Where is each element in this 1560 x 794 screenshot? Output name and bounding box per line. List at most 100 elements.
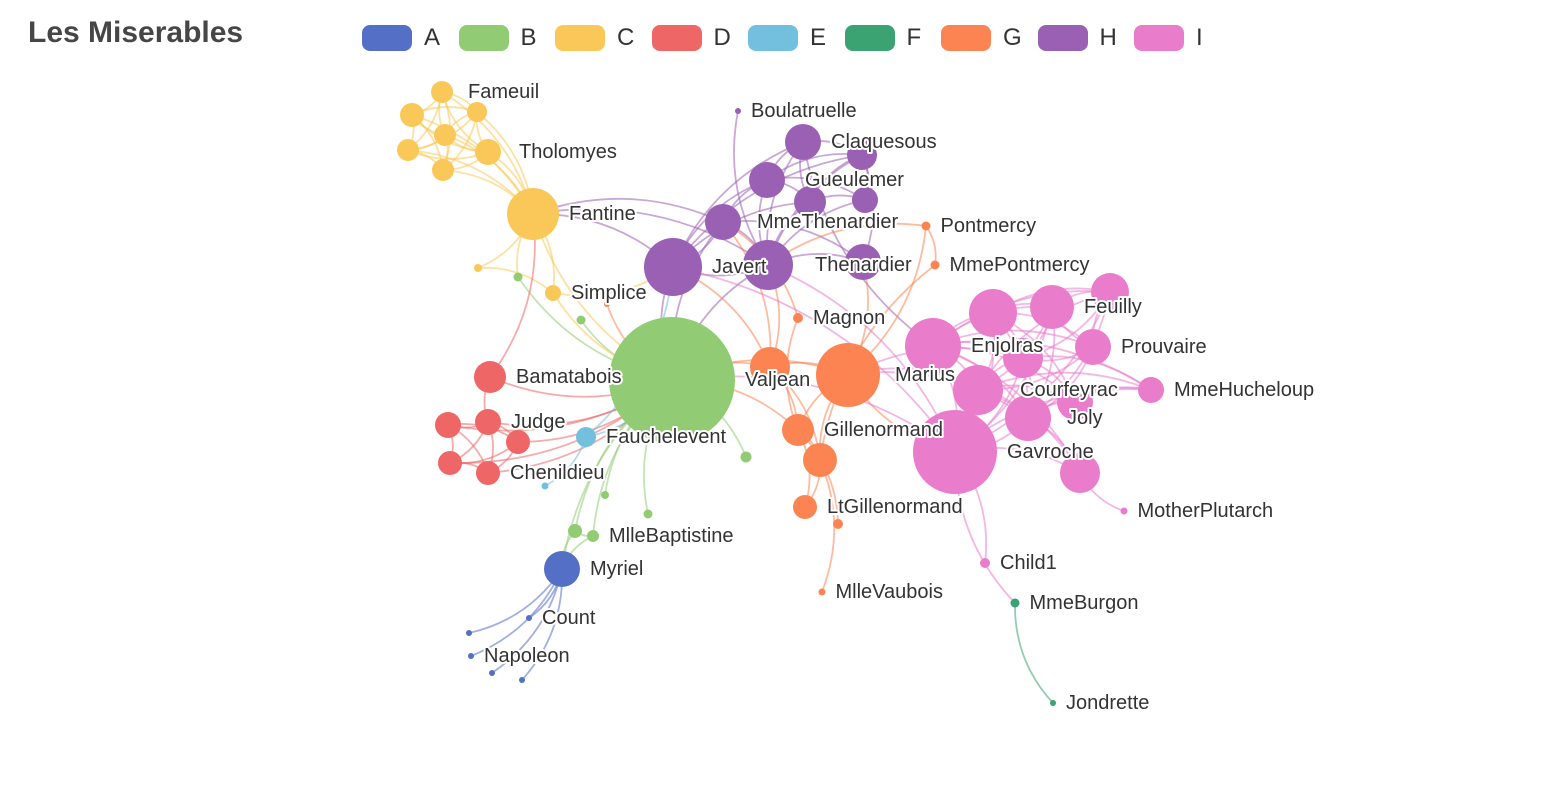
node-Prouvaire[interactable] [1075, 329, 1111, 365]
node-g2[interactable] [833, 519, 843, 529]
node-Myriel[interactable] [544, 551, 580, 587]
node-Gavroche[interactable] [913, 410, 997, 494]
graph-edge [672, 266, 956, 453]
node-c1[interactable] [434, 124, 456, 146]
legend-item-C[interactable]: C [555, 24, 634, 52]
node-MmeBurgon[interactable] [1010, 598, 1020, 608]
node-c4[interactable] [397, 139, 419, 161]
node-c3[interactable] [467, 102, 487, 122]
node-Simplice[interactable] [545, 285, 561, 301]
node-c5[interactable] [432, 159, 454, 181]
node-e1[interactable] [541, 482, 549, 490]
node-h4[interactable] [845, 244, 881, 280]
node-Judge[interactable] [475, 409, 501, 435]
node-b5[interactable] [576, 315, 586, 325]
graph-edge [819, 459, 836, 593]
node-c6[interactable] [474, 264, 482, 272]
legend-label: D [713, 24, 731, 51]
node-Javert[interactable] [644, 238, 702, 296]
node-Thenardier[interactable] [743, 240, 793, 290]
node-label-Gillenormand: Gillenormand [824, 419, 943, 441]
legend-item-H[interactable]: H [1037, 24, 1117, 52]
legend-item-F[interactable]: F [844, 24, 921, 52]
node-g1[interactable] [803, 443, 837, 477]
node-label-Fauchelevent: Fauchelevent [606, 426, 727, 448]
node-Fauchelevent[interactable] [576, 427, 596, 447]
node-Courfeyrac[interactable] [953, 365, 1003, 415]
node-label-MmeHucheloup: MmeHucheloup [1174, 379, 1314, 401]
node-Claquesous[interactable] [785, 124, 821, 160]
node-h2[interactable] [794, 186, 826, 218]
node-Chenildieu[interactable] [476, 461, 500, 485]
node-label-MmeBurgon: MmeBurgon [1030, 592, 1139, 614]
node-Child1[interactable] [980, 558, 990, 568]
node-a2[interactable] [489, 670, 495, 676]
node-Bamatabois[interactable] [474, 361, 506, 393]
node-a3[interactable] [519, 677, 525, 683]
node-Boulatruelle[interactable] [735, 108, 741, 114]
node-Pontmercy[interactable] [921, 221, 931, 231]
node-a1[interactable] [466, 630, 472, 636]
legend-item-G[interactable]: G [941, 24, 1022, 52]
node-MotherPlutarch[interactable] [1120, 507, 1128, 515]
node-label-LtGillenormand: LtGillenormand [827, 496, 963, 518]
node-i5[interactable] [1060, 453, 1100, 493]
node-b2[interactable] [601, 491, 609, 499]
node-b1[interactable] [568, 524, 582, 538]
node-Enjolras[interactable] [905, 318, 961, 374]
node-g0[interactable] [750, 347, 790, 387]
legend-swatch-I [1134, 25, 1184, 51]
node-d2[interactable] [506, 430, 530, 454]
node-g3[interactable] [604, 301, 610, 307]
graph-edge [932, 339, 1152, 391]
node-Fantine[interactable] [507, 188, 559, 240]
node-label-Myriel: Myriel [590, 558, 643, 580]
node-Fameuil[interactable] [431, 81, 453, 103]
node-Gueulemer[interactable] [749, 162, 785, 198]
node-Magnon[interactable] [793, 313, 803, 323]
node-Gillenormand[interactable] [782, 414, 814, 446]
node-i4[interactable] [1057, 384, 1093, 420]
node-Valjean[interactable] [609, 317, 735, 443]
node-i2[interactable] [1091, 273, 1129, 311]
node-i3[interactable] [1003, 338, 1043, 378]
node-Joly[interactable] [1005, 395, 1051, 441]
legend-item-D[interactable]: D [651, 24, 731, 52]
legend-item-E[interactable]: E [748, 24, 826, 52]
legend-swatch-D [651, 25, 702, 51]
node-i1[interactable] [969, 289, 1017, 337]
node-h1[interactable] [847, 140, 877, 170]
node-MmePontmercy[interactable] [930, 260, 940, 270]
legend-swatch-C [555, 25, 605, 51]
node-LtGillenormand[interactable] [793, 495, 817, 519]
node-h3[interactable] [852, 187, 878, 213]
legend-item-B[interactable]: B [458, 24, 537, 52]
node-label-Feuilly: Feuilly [1084, 296, 1142, 318]
legend-label: B [520, 24, 537, 51]
node-d3[interactable] [438, 451, 462, 475]
graph-edge [1014, 602, 1054, 704]
node-Marius[interactable] [816, 343, 880, 407]
legend-swatch-H [1037, 25, 1088, 51]
legend-item-A[interactable]: A [362, 24, 440, 52]
node-d1[interactable] [435, 412, 461, 438]
node-MlleVaubois[interactable] [818, 588, 826, 596]
node-label-Prouvaire: Prouvaire [1121, 336, 1207, 358]
node-Count[interactable] [526, 615, 532, 621]
node-Tholomyes[interactable] [475, 139, 501, 165]
node-MlleBaptistine[interactable] [587, 530, 599, 542]
node-Napoleon[interactable] [468, 653, 474, 659]
legend-label: A [424, 24, 441, 51]
node-MmeThenardier[interactable] [705, 204, 741, 240]
node-Jondrette[interactable] [1050, 700, 1056, 706]
node-label-Napoleon: Napoleon [484, 645, 570, 667]
legend-item-I[interactable]: I [1134, 24, 1203, 52]
node-c2[interactable] [400, 103, 424, 127]
node-Feuilly[interactable] [1030, 285, 1074, 329]
node-b4[interactable] [513, 272, 523, 282]
node-b6[interactable] [740, 451, 752, 463]
node-MmeHucheloup[interactable] [1138, 377, 1164, 403]
node-b3[interactable] [643, 509, 653, 519]
node-label-Enjolras: Enjolras [971, 335, 1043, 357]
